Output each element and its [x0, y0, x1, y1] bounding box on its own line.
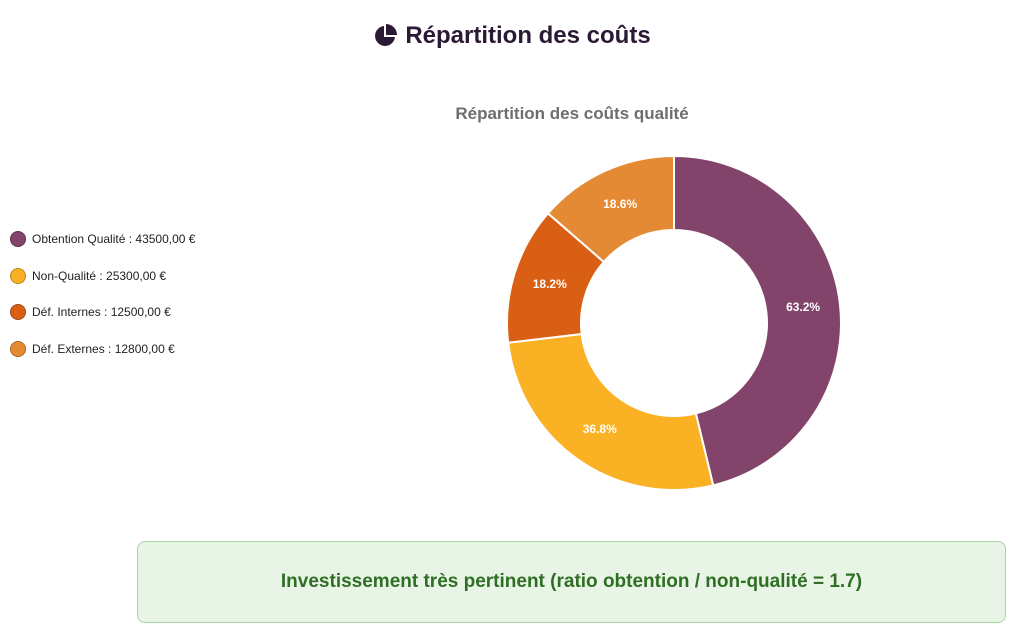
verdict-box: Investissement très pertinent (ratio obt… — [137, 541, 1006, 623]
slice-label-1: 36.8% — [583, 422, 617, 436]
verdict-text: Investissement très pertinent (ratio obt… — [280, 571, 863, 592]
legend-label: Déf. Internes : 12500,00 € — [32, 305, 171, 319]
legend-label: Obtention Qualité : 43500,00 € — [32, 232, 196, 246]
legend-item-non-qualite[interactable]: Non-Qualité : 25300,00 € — [10, 265, 198, 287]
legend-item-def-externes[interactable]: Déf. Externes : 12800,00 € — [10, 338, 198, 360]
chart-title: Répartition des coûts qualité — [455, 104, 689, 123]
legend-item-def-internes[interactable]: Déf. Internes : 12500,00 € — [10, 301, 198, 323]
slice-label-2: 18.2% — [533, 277, 567, 291]
legend-swatch — [10, 340, 26, 357]
slice-label-3: 18.6% — [603, 197, 637, 211]
page-header: Répartition des coûts — [0, 22, 1024, 50]
page-title: Répartition des coûts — [405, 22, 651, 49]
donut-slice-0[interactable] — [673, 154, 842, 487]
donut-slice-3[interactable] — [546, 154, 675, 264]
legend-swatch — [10, 267, 26, 284]
legend-label: Non-Qualité : 25300,00 € — [32, 268, 167, 283]
pie-chart-icon — [373, 24, 398, 48]
legend-swatch — [10, 231, 26, 247]
legend-item-obtention[interactable]: Obtention Qualité : 43500,00 € — [10, 228, 198, 250]
slice-label-0: 63.2% — [786, 300, 820, 314]
legend-label: Déf. Externes : 12800,00 € — [32, 341, 175, 356]
donut-slice-1[interactable] — [507, 332, 715, 491]
legend-swatch — [10, 304, 26, 320]
chart-legend: Obtention Qualité : 43500,00 € Non-Quali… — [10, 228, 198, 374]
